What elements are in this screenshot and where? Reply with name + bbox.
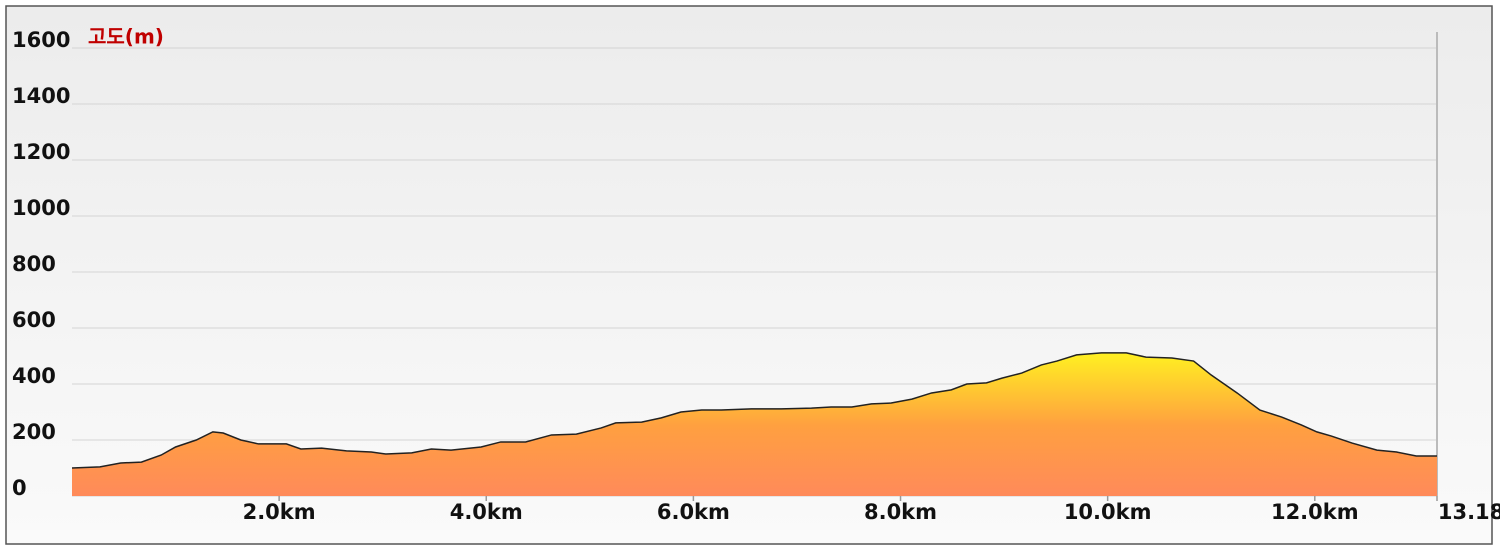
y-tick-label: 1600 <box>12 28 70 52</box>
y-tick-label: 1000 <box>12 196 70 220</box>
x-tick-label: 10.0km <box>1064 500 1152 524</box>
elevation-area <box>72 352 1437 496</box>
y-tick-label: 0 <box>12 476 27 500</box>
x-tick-label: 6.0km <box>657 500 730 524</box>
y-tick-label: 400 <box>12 364 56 388</box>
y-axis-label: 고도(m) <box>88 25 164 49</box>
y-tick-label: 800 <box>12 252 56 276</box>
y-tick-label: 600 <box>12 308 56 332</box>
y-tick-label: 1200 <box>12 140 70 164</box>
x-tick-label: 8.0km <box>864 500 937 524</box>
x-tick-label: 4.0km <box>450 500 523 524</box>
y-tick-label: 1400 <box>12 84 70 108</box>
elevation-line <box>71 352 1437 469</box>
x-tick-label: 2.0km <box>243 500 316 524</box>
y-tick-label: 200 <box>12 420 56 444</box>
x-tick-label: 12.0km <box>1271 500 1359 524</box>
x-tick-label: 13.18km <box>1438 500 1500 524</box>
